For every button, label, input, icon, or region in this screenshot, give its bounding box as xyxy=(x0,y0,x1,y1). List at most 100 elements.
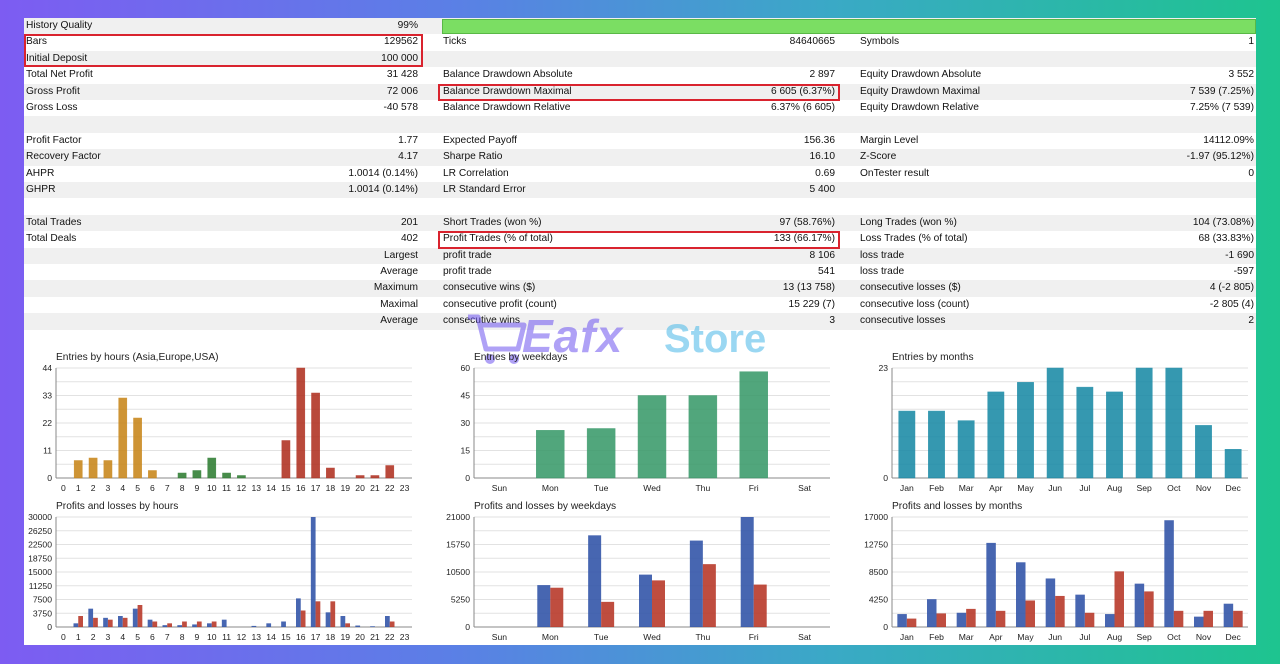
bar xyxy=(1144,591,1154,627)
x-tick-label: 5 xyxy=(135,483,140,493)
bar xyxy=(1045,578,1056,627)
x-tick-label: Jul xyxy=(1079,632,1090,642)
bar xyxy=(1106,391,1123,479)
stat-label: profit trade xyxy=(443,249,492,261)
x-tick-label: 3 xyxy=(106,632,111,642)
stat-value: Largest xyxy=(384,249,418,261)
x-tick-label: 8 xyxy=(180,483,185,493)
stat-value: 2 897 xyxy=(809,69,836,81)
bar xyxy=(73,460,83,479)
x-tick-label: 11 xyxy=(222,632,231,642)
y-tick-label: 5250 xyxy=(451,595,470,605)
bar xyxy=(148,470,157,479)
bar xyxy=(928,410,945,479)
chart-title: Profits and losses by months xyxy=(892,501,1023,512)
bar xyxy=(296,598,301,627)
x-tick-label: Feb xyxy=(929,632,944,642)
chart-plot: 0 4250 8500 12750 17000 Jan Feb Mar Apr May Jun Jul… xyxy=(864,512,1248,642)
y-tick-label: 22500 xyxy=(28,540,52,550)
stat-label: Gross Loss xyxy=(26,102,78,113)
stats-row xyxy=(24,116,1256,133)
y-tick-label: 0 xyxy=(883,622,888,632)
stat-value: 15 229 (7) xyxy=(788,298,835,310)
stat-value: 201 xyxy=(401,216,418,228)
stat-value: 13 (13 758) xyxy=(782,282,835,294)
bar xyxy=(182,621,187,627)
y-tick-label: 0 xyxy=(883,473,888,483)
stat-value: 31 428 xyxy=(386,69,418,81)
x-tick-label: 6 xyxy=(150,632,155,642)
stat-label: Short Trades (won %) xyxy=(443,216,542,228)
bar xyxy=(536,430,565,479)
bar xyxy=(586,428,616,479)
bar xyxy=(588,535,602,627)
bar xyxy=(1076,386,1094,479)
x-tick-label: Apr xyxy=(989,483,1003,493)
y-tick-label: 23 xyxy=(878,363,888,373)
bar xyxy=(78,616,83,627)
chart-plot: 0 23 Jan Feb Mar Apr May Jun Jul Aug Sep Oct Nov Dec xyxy=(878,363,1248,493)
x-tick-label: 15 xyxy=(281,632,291,642)
bar xyxy=(211,621,217,627)
y-tick-label: 0 xyxy=(47,622,52,632)
y-tick-label: 10500 xyxy=(446,567,470,577)
stat-label: Equity Drawdown Absolute xyxy=(860,69,982,81)
bar xyxy=(897,614,907,627)
x-tick-label: Aug xyxy=(1107,632,1123,642)
x-tick-label: 19 xyxy=(340,632,350,642)
bar xyxy=(315,601,321,627)
bar xyxy=(152,621,158,627)
x-tick-label: Fri xyxy=(749,483,759,493)
stat-label: OnTester result xyxy=(860,167,930,179)
bar xyxy=(103,617,108,627)
x-tick-label: Jun xyxy=(1048,632,1062,642)
y-tick-label: 3750 xyxy=(33,608,52,618)
chart-title: Profits and losses by hours xyxy=(56,501,179,512)
x-tick-label: 21 xyxy=(370,632,380,642)
stat-value: 129562 xyxy=(384,36,418,48)
stat-value: 1 xyxy=(1248,36,1254,48)
stat-label: Equity Drawdown Relative xyxy=(860,102,979,113)
stats-row: Largest profit trade 8 106 loss trade -1 690 xyxy=(24,247,1256,264)
x-tick-label: Wed xyxy=(643,483,661,493)
bar xyxy=(1046,367,1064,479)
highlight-profit-trades xyxy=(438,231,840,249)
bar xyxy=(192,470,202,479)
chart-entries-by-hours: Entries by hours (Asia,Europe,USA) 0 11 22 3… xyxy=(24,348,420,498)
bar xyxy=(601,601,615,627)
x-tick-label: 23 xyxy=(400,632,410,642)
x-tick-label: 4 xyxy=(120,632,125,642)
x-tick-label: Oct xyxy=(1167,632,1181,642)
x-tick-label: Feb xyxy=(929,483,944,493)
bar xyxy=(107,619,113,627)
bar xyxy=(137,605,143,627)
bar xyxy=(739,371,768,479)
x-tick-label: 12 xyxy=(237,483,247,493)
x-tick-label: Fri xyxy=(749,632,759,642)
bar xyxy=(330,601,336,627)
x-tick-label: Mon xyxy=(542,483,559,493)
stats-row: Gross Loss -40 578 Balance Drawdown Relati… xyxy=(24,100,1256,116)
stat-value: Maximum xyxy=(373,282,418,294)
bar xyxy=(936,613,946,627)
bar xyxy=(995,610,1006,627)
stat-value: 84640665 xyxy=(789,36,835,48)
stat-value: 8 106 xyxy=(809,249,836,261)
x-tick-label: Mar xyxy=(959,632,974,642)
x-tick-label: Sat xyxy=(798,483,812,493)
stat-label: Margin Level xyxy=(860,134,919,146)
bar xyxy=(122,617,128,627)
y-tick-label: 7500 xyxy=(33,595,52,605)
chart-pl-by-weekdays: Profits and losses by weekdays 0 5250 10500… xyxy=(442,497,838,645)
bar xyxy=(177,472,187,479)
bar xyxy=(550,587,564,627)
stat-value: 14112.09% xyxy=(1203,134,1254,146)
stat-label: Bars xyxy=(26,36,47,48)
stat-value: -2 805 (4) xyxy=(1209,298,1254,310)
x-tick-label: Sun xyxy=(492,483,508,493)
stat-value: 68 (33.83%) xyxy=(1198,233,1255,245)
x-tick-label: 1 xyxy=(76,483,81,493)
bar xyxy=(221,619,227,627)
stats-row: Total Trades 201 Short Trades (won %) 97 (5… xyxy=(24,214,1256,232)
bar xyxy=(1224,449,1242,479)
